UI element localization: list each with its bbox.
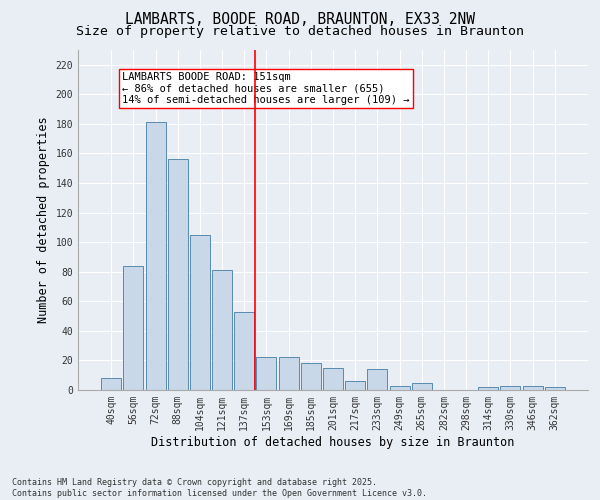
Bar (545, 387, 565, 390)
Bar (345, 381, 365, 390)
Bar (234, 312, 254, 390)
Bar (278, 358, 299, 390)
Bar (478, 387, 498, 390)
Text: Contains HM Land Registry data © Crown copyright and database right 2025.
Contai: Contains HM Land Registry data © Crown c… (12, 478, 427, 498)
Y-axis label: Number of detached properties: Number of detached properties (37, 116, 50, 324)
Bar (367, 370, 388, 390)
Text: LAMBARTS BOODE ROAD: 151sqm
← 86% of detached houses are smaller (655)
14% of se: LAMBARTS BOODE ROAD: 151sqm ← 86% of det… (122, 72, 410, 106)
Text: Size of property relative to detached houses in Braunton: Size of property relative to detached ho… (76, 25, 524, 38)
Bar (500, 386, 520, 390)
Bar (101, 378, 121, 390)
X-axis label: Distribution of detached houses by size in Braunton: Distribution of detached houses by size … (151, 436, 515, 448)
Bar (190, 235, 210, 390)
Bar (323, 368, 343, 390)
Bar (124, 266, 143, 390)
Bar (168, 160, 188, 390)
Bar (389, 386, 410, 390)
Bar (256, 358, 277, 390)
Bar (146, 122, 166, 390)
Bar (523, 386, 542, 390)
Bar (301, 364, 321, 390)
Bar (412, 382, 432, 390)
Bar (212, 270, 232, 390)
Text: LAMBARTS, BOODE ROAD, BRAUNTON, EX33 2NW: LAMBARTS, BOODE ROAD, BRAUNTON, EX33 2NW (125, 12, 475, 28)
